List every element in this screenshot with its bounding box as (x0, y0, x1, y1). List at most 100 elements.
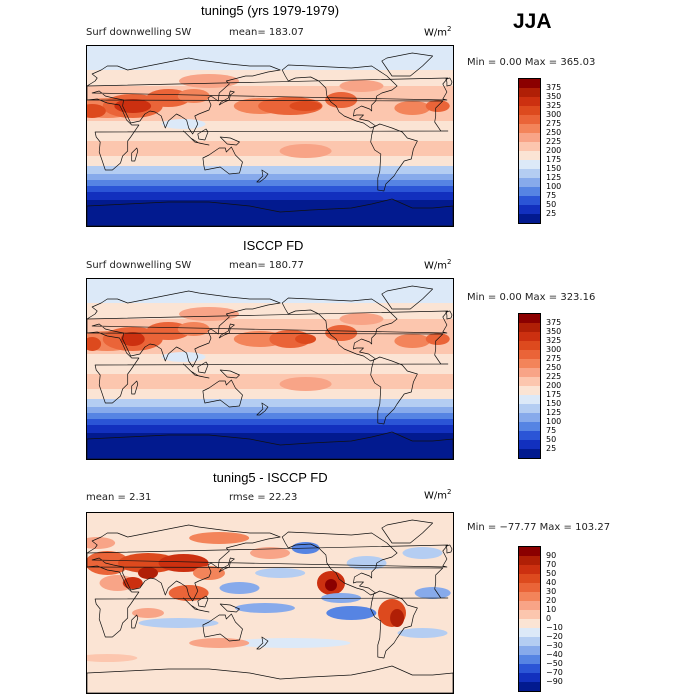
colorbar-swatch (519, 377, 540, 386)
sw-band (87, 174, 453, 180)
panel-1-mean: mean= 183.07 (229, 27, 304, 38)
panel-2-map-svg (87, 279, 453, 459)
colorbar-tick-label: 225 (546, 372, 562, 381)
colorbar-tick-label: 50 (546, 569, 557, 578)
colorbar-swatch (519, 619, 540, 628)
colorbar-tick-label: 75 (546, 191, 557, 200)
colorbar-tick-label: 175 (546, 155, 562, 164)
sw-band (87, 70, 453, 86)
coastline-japan (218, 90, 235, 106)
panel-3-map (86, 512, 454, 694)
coastline-namerica (281, 531, 398, 596)
colorbar-swatch (519, 431, 540, 440)
colorbar-tick-label: 300 (546, 345, 562, 354)
colorbar-swatch (519, 664, 540, 673)
colorbar-swatch (519, 106, 540, 115)
colorbar-swatch (519, 565, 540, 574)
colorbar-tick-label: 250 (546, 363, 562, 372)
colorbar-tick-label: 200 (546, 381, 562, 390)
sw-anomaly (339, 313, 384, 325)
panel-3-minmax: Min = −77.77 Max = 103.27 (467, 522, 611, 533)
colorbar-tick-label: 375 (546, 318, 562, 327)
colorbar-tick-label: 75 (546, 426, 557, 435)
sw-anomaly (394, 334, 431, 348)
coastline-samerica (370, 123, 418, 192)
colorbar-swatch (519, 646, 540, 655)
sw-band (87, 156, 453, 166)
coastline-samerica (370, 590, 418, 659)
colorbar-tick-label: 275 (546, 119, 562, 128)
diff-anomaly (189, 532, 250, 544)
coastline-samerica (370, 356, 418, 425)
coastline-madagascar (131, 147, 139, 162)
sw-band (87, 399, 453, 407)
colorbar-tick-label: −50 (546, 659, 563, 668)
itcz-cloud (412, 357, 453, 365)
coastline-nz (256, 402, 269, 416)
coastline-newguinea (219, 603, 240, 613)
sw-anomaly (269, 330, 312, 348)
coastline-greenland (381, 52, 434, 77)
sw-anomaly (289, 101, 322, 111)
colorbar-tick-label: 70 (546, 560, 557, 569)
colorbar-tick-label: 325 (546, 336, 562, 345)
sw-anomaly (179, 307, 239, 321)
colorbar-swatch (519, 169, 540, 178)
colorbar-tick-label: 10 (546, 605, 557, 614)
panel-2-map (86, 278, 454, 460)
colorbar-tick-label: 25 (546, 209, 557, 218)
panel-3-rmse: rmse = 22.23 (229, 492, 298, 503)
colorbar-swatch (519, 673, 540, 682)
itcz-cloud (204, 357, 275, 365)
sw-anomaly (394, 101, 431, 115)
sw-anomaly (177, 89, 210, 103)
colorbar-swatch (519, 440, 540, 449)
panel-3-units: W/m2 (424, 488, 452, 502)
panel-1-map (86, 45, 454, 227)
colorbar-swatch (519, 160, 540, 169)
colorbar-tick-label: 100 (546, 182, 562, 191)
colorbar-tick-label: 325 (546, 101, 562, 110)
coastline-africa (87, 331, 449, 404)
coastline-japan (218, 323, 235, 339)
colorbar-tick-label: 20 (546, 596, 557, 605)
itcz-cloud (412, 124, 453, 132)
coastline-indonesia (183, 597, 210, 613)
colorbar-swatch (519, 583, 540, 592)
colorbar-swatch (519, 556, 540, 565)
panel-1-map-svg (87, 46, 453, 226)
colorbar-swatch (519, 601, 540, 610)
colorbar-tick-label: 50 (546, 435, 557, 444)
colorbar-tick-label: −20 (546, 632, 563, 641)
diff-anomaly (189, 638, 250, 648)
panel-2-colorbar (518, 313, 541, 459)
colorbar-swatch (519, 88, 540, 97)
colorbar-swatch (519, 133, 540, 142)
colorbar-tick-label: 150 (546, 399, 562, 408)
colorbar-swatch (519, 449, 540, 458)
sw-band (87, 166, 453, 174)
coastline-borneo (197, 595, 209, 608)
sw-anomaly (87, 337, 102, 351)
colorbar-swatch (519, 115, 540, 124)
colorbar-swatch (519, 628, 540, 637)
panel-2-title: ISCCP FD (243, 238, 304, 253)
colorbar-tick-label: 275 (546, 354, 562, 363)
panel-1-title: tuning5 (yrs 1979-1979) (201, 3, 340, 18)
sw-band (87, 389, 453, 399)
colorbar-swatch (519, 386, 540, 395)
colorbar-swatch (519, 341, 540, 350)
colorbar-swatch (519, 637, 540, 646)
colorbar-tick-label: 175 (546, 390, 562, 399)
coastline-uk (445, 77, 453, 87)
sw-anomaly (279, 377, 332, 391)
diff-anomaly (132, 608, 164, 618)
diff-anomaly (138, 567, 158, 579)
diff-anomaly (390, 609, 405, 627)
coastline-eurasia (87, 524, 449, 602)
colorbar-swatch (519, 404, 540, 413)
sw-band (87, 419, 453, 425)
coastline-namerica (281, 297, 398, 362)
colorbar-swatch (519, 178, 540, 187)
diff-anomaly (168, 585, 209, 601)
